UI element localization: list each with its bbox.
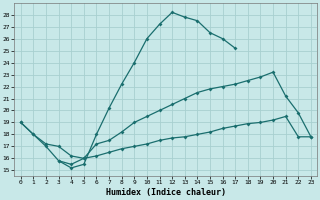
- X-axis label: Humidex (Indice chaleur): Humidex (Indice chaleur): [106, 188, 226, 197]
